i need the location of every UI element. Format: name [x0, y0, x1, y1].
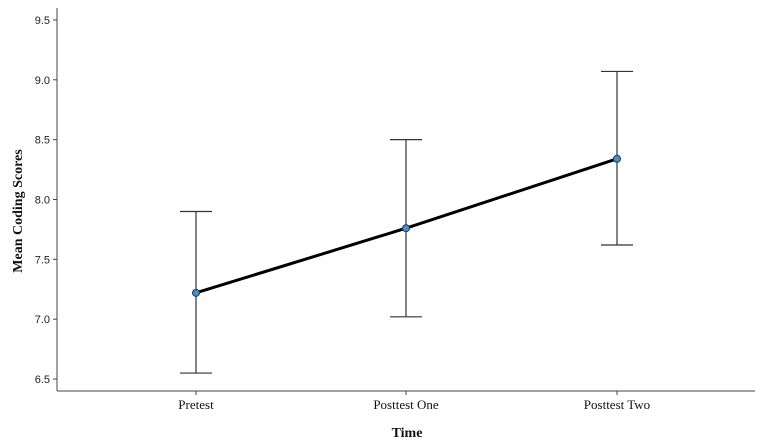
- x-ticks: Pretest Posttest One Posttest Two: [178, 391, 650, 412]
- data-point: [402, 224, 410, 233]
- y-ticks: 6.5 7.0 7.5 8.0 8.5 9.0 9.5: [35, 15, 57, 386]
- x-tick-label: Posttest One: [373, 397, 439, 412]
- y-tick-label: 7.5: [35, 254, 50, 266]
- y-tick-label: 8.5: [35, 135, 50, 147]
- y-tick-label: 9.0: [35, 75, 50, 87]
- data-point: [192, 288, 200, 297]
- y-tick-label: 8.0: [35, 195, 50, 207]
- y-tick-label: 9.5: [35, 15, 50, 27]
- y-tick-label: 7.0: [35, 314, 50, 326]
- y-axis-title: Mean Coding Scores: [11, 149, 26, 273]
- x-axis-title: Time: [392, 426, 423, 441]
- data-point: [613, 154, 621, 163]
- x-tick-label: Pretest: [178, 397, 214, 412]
- error-bars: [180, 70, 633, 374]
- data-points: [192, 154, 621, 297]
- x-tick-label: Posttest Two: [584, 397, 650, 412]
- y-tick-label: 6.5: [35, 374, 50, 386]
